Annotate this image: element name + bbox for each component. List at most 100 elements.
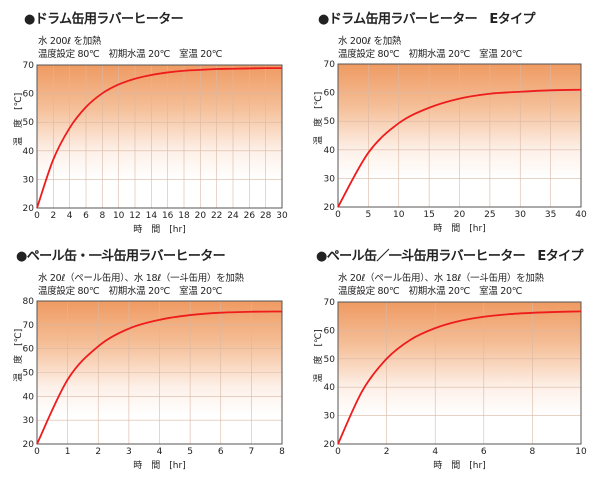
chart-pail-can-heater: 0 1 2 3 4 5 6 7 8 20 30 40 50 60 70 80 時 間 [hr] 温 度 [℃] ●… bbox=[0, 240, 300, 483]
x-tick-label: 4 bbox=[432, 447, 438, 457]
x-tick-label: 0 bbox=[335, 447, 341, 457]
x-tick-label: 10 bbox=[393, 210, 405, 220]
x-tick-label: 7 bbox=[249, 447, 255, 457]
x-tick-label: 0 bbox=[34, 447, 40, 457]
y-tick-label: 50 bbox=[23, 369, 35, 379]
x-tick-label: 4 bbox=[157, 447, 163, 457]
chart-drum-heater: 0 2 4 6 8 10 12 14 16 18 20 22 24 26 28 30 20 30 40 50 60 70 時… bbox=[0, 0, 300, 243]
x-tick-label: 6 bbox=[218, 447, 224, 457]
x-tick-label: 8 bbox=[279, 447, 285, 457]
y-axis-label: 温 度 [℃] bbox=[12, 329, 24, 382]
series-line-temperature bbox=[36, 310, 283, 445]
y-tick-label: 50 bbox=[324, 117, 336, 127]
x-axis-label: 時 間 [hr] bbox=[433, 460, 485, 471]
y-tick-label: 20 bbox=[324, 440, 336, 450]
chart-title: ●ペール缶／一斗缶用ラバーヒーター Eタイプ bbox=[316, 249, 584, 264]
x-axis-label: 時 間 [hr] bbox=[133, 224, 185, 235]
x-tick-label: 0 bbox=[335, 210, 341, 220]
y-tick-label: 30 bbox=[23, 416, 35, 426]
x-tick-label: 28 bbox=[260, 211, 272, 221]
chart-subtitle: 水 20ℓ（ペール缶用）、水 18ℓ（一斗缶用）を加熱 bbox=[38, 273, 244, 284]
x-tick-label: 30 bbox=[515, 210, 527, 220]
x-tick-label: 5 bbox=[187, 447, 193, 457]
x-tick-label: 24 bbox=[227, 211, 239, 221]
y-axis-label: 温 度 [℃] bbox=[12, 93, 24, 146]
y-tick-label: 60 bbox=[23, 90, 35, 100]
chart-subtitle: 水 20ℓ（ペール缶用）、水 18ℓ（一斗缶用）を加熱 bbox=[338, 273, 544, 284]
y-axis-label: 温 度 [℃] bbox=[312, 92, 324, 145]
x-tick-label: 18 bbox=[178, 211, 190, 221]
y-tick-label: 40 bbox=[23, 147, 35, 157]
x-tick-label: 12 bbox=[129, 211, 140, 221]
y-tick-label: 20 bbox=[324, 203, 336, 213]
y-tick-label: 30 bbox=[324, 174, 336, 184]
x-tick-label: 22 bbox=[211, 211, 222, 221]
chart-subtitle: 水 200ℓ を加熱 bbox=[338, 36, 402, 47]
x-tick-label: 15 bbox=[423, 210, 434, 220]
x-tick-label: 10 bbox=[113, 211, 125, 221]
x-axis-label: 時 間 [hr] bbox=[433, 223, 485, 234]
chart-subtitle: 温度設定 80℃ 初期水温 20℃ 室温 20℃ bbox=[338, 49, 523, 60]
x-tick-label: 10 bbox=[575, 447, 587, 457]
chart-subtitle: 温度設定 80℃ 初期水温 20℃ 室温 20℃ bbox=[38, 286, 223, 297]
x-tick-label: 3 bbox=[126, 447, 132, 457]
y-tick-label: 80 bbox=[23, 297, 35, 307]
x-tick-label: 4 bbox=[67, 211, 73, 221]
x-tick-label: 25 bbox=[484, 210, 495, 220]
y-axis-label: 温 度 [℃] bbox=[312, 329, 324, 382]
chart-svg: 0 2 4 6 8 10 20 30 40 50 60 70 時 間 [hr] 温 度 [℃] bbox=[312, 298, 587, 471]
x-tick-label: 0 bbox=[34, 211, 40, 221]
x-tick-label: 8 bbox=[530, 447, 536, 457]
y-tick-label: 50 bbox=[324, 355, 336, 365]
series-line-temperature bbox=[36, 67, 283, 209]
y-tick-label: 20 bbox=[23, 440, 35, 450]
y-tick-label: 50 bbox=[23, 118, 35, 128]
x-tick-label: 2 bbox=[95, 447, 101, 457]
y-tick-label: 60 bbox=[324, 89, 336, 99]
x-tick-label: 14 bbox=[146, 211, 158, 221]
y-tick-label: 40 bbox=[324, 383, 336, 393]
y-tick-label: 40 bbox=[324, 146, 336, 156]
chart-subtitle: 温度設定 80℃ 初期水温 20℃ 室温 20℃ bbox=[38, 49, 223, 60]
y-tick-label: 60 bbox=[23, 345, 35, 355]
x-tick-label: 2 bbox=[384, 447, 390, 457]
y-tick-label: 70 bbox=[324, 298, 336, 308]
y-tick-label: 40 bbox=[23, 392, 35, 402]
x-tick-label: 1 bbox=[65, 447, 71, 457]
chart-subtitle: 水 200ℓ を加熱 bbox=[38, 36, 102, 47]
plot-background bbox=[338, 302, 581, 444]
x-tick-label: 16 bbox=[162, 211, 174, 221]
chart-svg: 0 2 4 6 8 10 12 14 16 18 20 22 24 26 28 30203040506070時… bbox=[12, 61, 288, 235]
y-tick-label: 70 bbox=[324, 60, 336, 70]
y-tick-label: 70 bbox=[23, 321, 35, 331]
x-tick-label: 2 bbox=[50, 211, 56, 221]
y-tick-label: 20 bbox=[23, 204, 35, 214]
chart-title: ●ドラム缶用ラバーヒーター bbox=[24, 12, 184, 27]
plot-frame bbox=[36, 64, 283, 209]
x-tick-label: 6 bbox=[481, 447, 487, 457]
plot-frame bbox=[337, 63, 582, 208]
chart-title: ●ドラム缶用ラバーヒーター Eタイプ bbox=[318, 12, 536, 27]
y-tick-label: 30 bbox=[324, 412, 336, 422]
y-tick-label: 70 bbox=[23, 61, 35, 71]
chart-subtitle: 温度設定 80℃ 初期水温 20℃ 室温 20℃ bbox=[338, 286, 523, 297]
plot-frame bbox=[36, 300, 283, 445]
x-tick-label: 20 bbox=[454, 210, 466, 220]
x-tick-label: 30 bbox=[276, 211, 288, 221]
plot-background bbox=[37, 65, 282, 208]
chart-pail-can-heater-e-type: 0 2 4 6 8 10 20 30 40 50 60 70 時 間 [hr] 温 度 [℃] ●ペール缶… bbox=[300, 240, 600, 483]
x-tick-label: 20 bbox=[195, 211, 207, 221]
chart-svg: 0 1 2 3 4 5 6 7 8 20 30 40 50 60 70 80 時 間 [hr] 温 度 [℃] bbox=[12, 297, 285, 471]
chart-svg: 0 5 10 15 20 25 30 35 40 20 30 40 50 60 70 時 間 [hr] 温 度 … bbox=[312, 60, 587, 234]
x-tick-label: 8 bbox=[99, 211, 105, 221]
x-tick-label: 5 bbox=[366, 210, 372, 220]
chart-drum-heater-e-type: 0 5 10 15 20 25 30 35 40 20 30 40 50 60 70 時 間 [hr] 温 度 … bbox=[300, 0, 600, 243]
x-axis-label: 時 間 [hr] bbox=[133, 460, 185, 471]
x-tick-label: 40 bbox=[575, 210, 587, 220]
chart-title: ●ペール缶・一斗缶用ラバーヒーター bbox=[16, 249, 226, 264]
x-tick-label: 26 bbox=[244, 211, 256, 221]
y-tick-label: 60 bbox=[324, 326, 336, 336]
y-tick-label: 30 bbox=[23, 175, 35, 185]
x-tick-label: 6 bbox=[83, 211, 89, 221]
x-tick-label: 35 bbox=[545, 210, 556, 220]
